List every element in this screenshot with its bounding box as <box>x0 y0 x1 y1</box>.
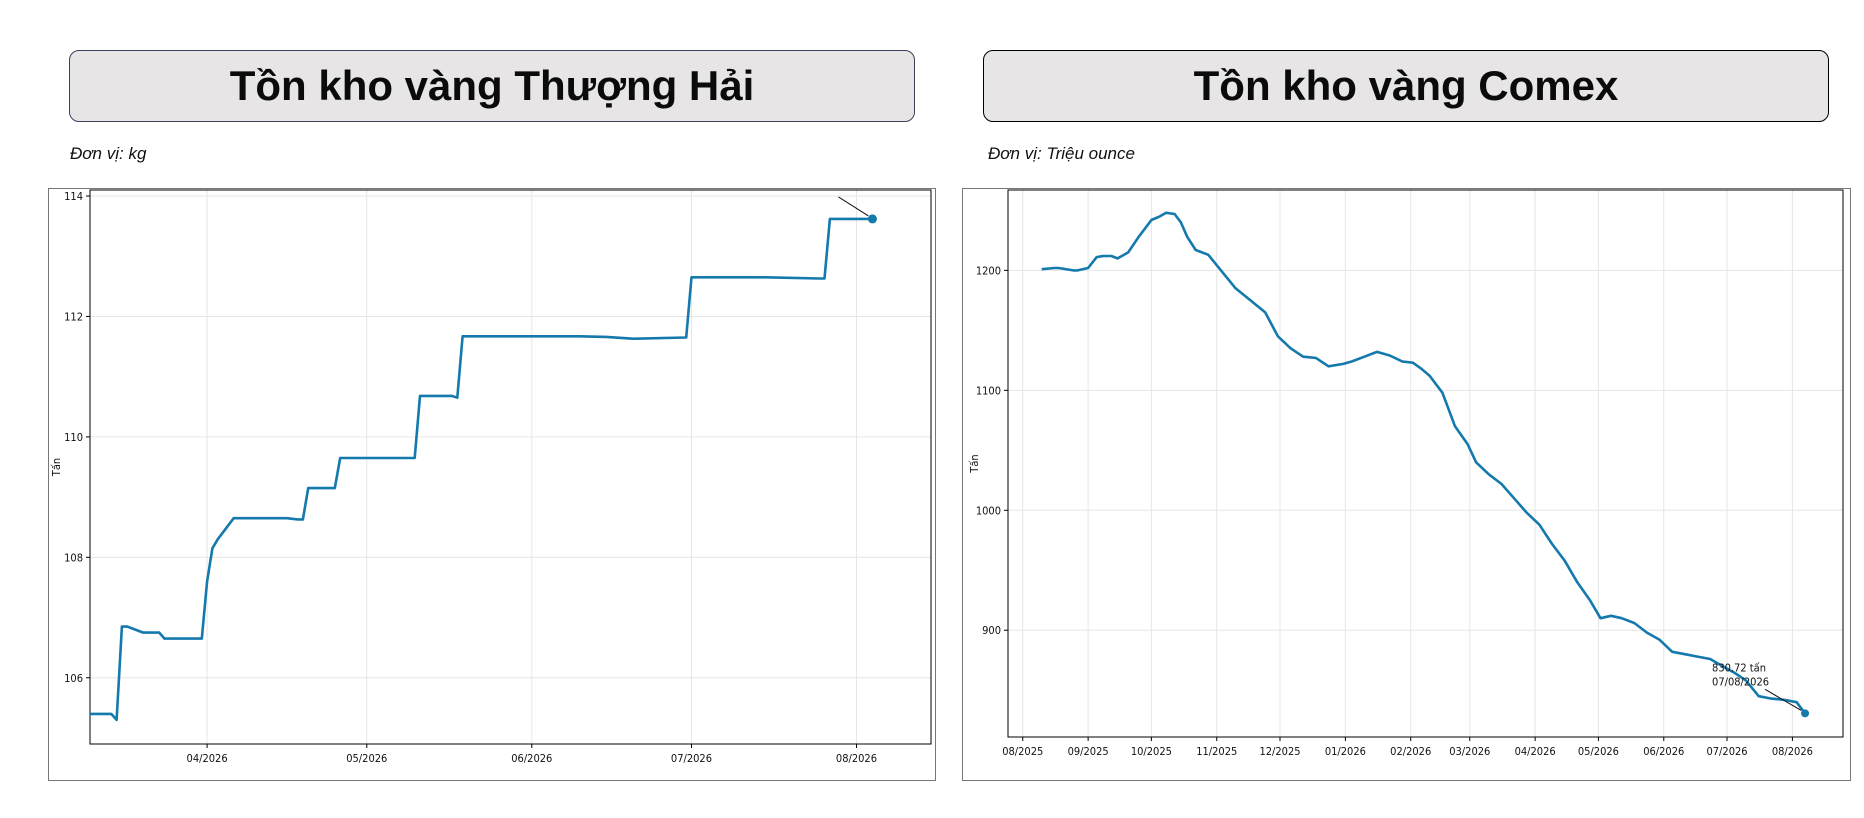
right-chart-title-box: Tồn kho vàng Comex <box>983 50 1829 122</box>
comex-x-tick-label: 08/2025 <box>1002 745 1043 758</box>
shanghai-x-tick-label: 07/2026 <box>671 752 712 765</box>
comex-last-point-marker <box>1801 709 1810 718</box>
comex-chart-frame: 900 1000 1100 1200 08/2025 09/2025 10/2025 11/2… <box>962 188 1851 781</box>
shanghai-annotation-arrow <box>838 196 869 217</box>
comex-annotation-date: 07/08/2026 <box>1712 675 1769 688</box>
shanghai-x-tick-label: 05/2026 <box>346 752 387 765</box>
comex-y-tick-label: 1000 <box>976 504 1001 517</box>
comex-y-tick-label: 1200 <box>976 264 1001 277</box>
shanghai-x-tick-label: 06/2026 <box>511 752 552 765</box>
comex-x-tick-label: 02/2026 <box>1390 745 1431 758</box>
comex-x-tick-label: 08/2026 <box>1772 745 1813 758</box>
comex-x-tick-label: 01/2026 <box>1325 745 1366 758</box>
comex-series-line <box>1041 211 1807 715</box>
shanghai-y-tick-label: 106 <box>64 672 83 685</box>
left-unit-label: Đơn vị: kg <box>70 144 147 163</box>
shanghai-series-line <box>90 217 873 722</box>
comex-x-tick-label: 05/2026 <box>1578 745 1619 758</box>
shanghai-y-tick-label: 108 <box>64 551 83 564</box>
comex-x-tick-label: 06/2026 <box>1643 745 1684 758</box>
shanghai-chart-frame: 106 108 110 112 114 04/2026 05/2026 06/2026 07/2… <box>48 188 936 781</box>
comex-x-tick-label: 03/2026 <box>1449 745 1490 758</box>
comex-x-tick-label: 10/2025 <box>1131 745 1172 758</box>
shanghai-x-tick-label: 08/2026 <box>836 752 877 765</box>
shanghai-plot-area <box>89 189 932 745</box>
comex-x-tick-label: 09/2025 <box>1068 745 1109 758</box>
right-unit-label: Đơn vị: Triệu ounce <box>988 144 1135 163</box>
comex-y-tick-label: 1100 <box>976 384 1001 397</box>
comex-y-tick-label: 900 <box>982 624 1001 637</box>
right-chart-title: Tồn kho vàng Comex <box>1193 62 1619 109</box>
shanghai-y-tick-label: 112 <box>64 310 83 323</box>
comex-plot-area <box>1007 189 1844 738</box>
comex-annotation-arrow <box>1764 688 1802 711</box>
shanghai-y-tick-label: 114 <box>64 190 83 203</box>
left-chart-title-box: Tồn kho vàng Thượng Hải <box>69 50 915 122</box>
shanghai-gold-inventory-chart: 106 108 110 112 114 04/2026 05/2026 06/2026 07/2… <box>50 189 932 765</box>
shanghai-y-axis-label: Tấn <box>50 458 63 477</box>
shanghai-x-tick-label: 04/2026 <box>187 752 228 765</box>
comex-annotation-value: 830.72 tấn <box>1712 661 1766 674</box>
comex-x-tick-label: 11/2025 <box>1196 745 1237 758</box>
comex-y-axis-label: Tấn <box>968 454 981 473</box>
comex-x-tick-label: 07/2026 <box>1706 745 1747 758</box>
left-chart-title: Tồn kho vàng Thượng Hải <box>229 62 755 109</box>
comex-gold-inventory-chart: 900 1000 1100 1200 08/2025 09/2025 10/2025 11/2… <box>968 189 1844 758</box>
comex-x-tick-label: 12/2025 <box>1259 745 1300 758</box>
shanghai-last-point-marker <box>867 214 877 224</box>
shanghai-y-tick-label: 110 <box>64 431 83 444</box>
comex-x-tick-label: 04/2026 <box>1515 745 1556 758</box>
